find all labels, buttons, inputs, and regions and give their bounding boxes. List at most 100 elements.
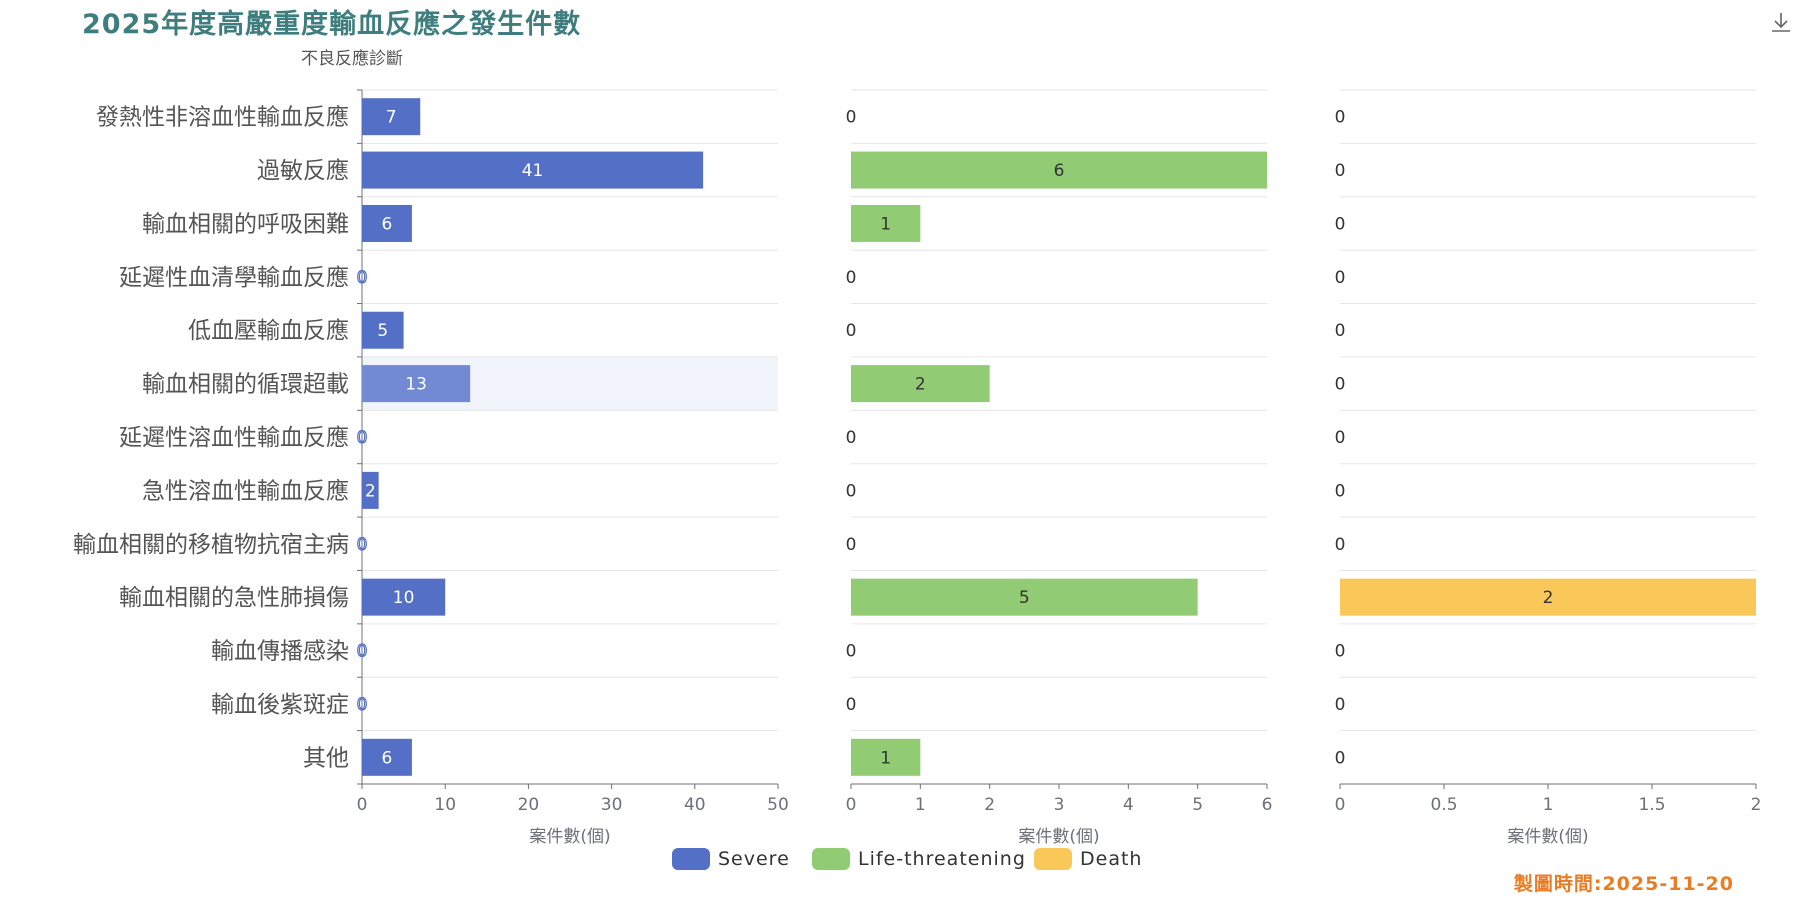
bar-value-label-severe: 10 (393, 588, 415, 608)
bar-value-label-severe: 0 (357, 642, 368, 662)
bar-value-label-life-threatening: 0 (846, 642, 857, 662)
bar-value-label-life-threatening: 2 (915, 375, 926, 395)
bar-value-label-death: 0 (1335, 268, 1346, 288)
category-label: 急性溶血性輸血反應 (142, 478, 349, 504)
bar-value-label-severe: 7 (386, 108, 397, 128)
x-tick-label-death: 2 (1751, 795, 1762, 815)
bar-severe (362, 204, 412, 242)
bar-value-label-life-threatening: 5 (1019, 588, 1030, 608)
bar-value-label-severe: 0 (357, 535, 368, 555)
bar-severe (362, 98, 421, 136)
bar-value-label-severe: 6 (382, 748, 393, 768)
x-tick-label-life-threatening: 3 (1054, 795, 1065, 815)
bar-value-label-severe: 0 (357, 268, 368, 288)
bar-value-label-life-threatening: 0 (846, 481, 857, 501)
bar-value-label-death: 0 (1335, 214, 1346, 234)
x-tick-label-severe: 40 (684, 795, 706, 815)
category-label: 延遲性溶血性輸血反應 (119, 425, 349, 451)
bar-severe (362, 471, 379, 509)
x-axis-title-death: 案件數(個) (1507, 827, 1588, 847)
category-label: 其他 (303, 745, 349, 771)
bar-value-label-death: 0 (1335, 695, 1346, 715)
download-button[interactable] (1768, 10, 1794, 36)
bar-value-label-death: 0 (1335, 535, 1346, 555)
x-tick-label-life-threatening: 4 (1123, 795, 1134, 815)
x-tick-label-severe: 50 (767, 795, 789, 815)
bar-value-label-death: 2 (1543, 588, 1554, 608)
chart-title: 2025年度高嚴重度輸血反應之發生件數 (82, 9, 582, 40)
category-label: 過敏反應 (257, 158, 349, 184)
legend-item-life-threatening[interactable]: Life-threatening (812, 848, 1026, 870)
bar-value-label-severe: 41 (522, 161, 544, 181)
legend-label-death: Death (1080, 848, 1143, 870)
legend-item-death[interactable]: Death (1034, 848, 1142, 870)
legend: Severe Life-threatening Death (0, 848, 1800, 874)
bar-value-label-life-threatening: 0 (846, 695, 857, 715)
bar-value-label-life-threatening: 0 (846, 321, 857, 341)
bar-value-label-death: 0 (1335, 748, 1346, 768)
bar-value-label-life-threatening: 6 (1054, 161, 1065, 181)
x-tick-label-severe: 30 (601, 795, 623, 815)
bar-life-threatening (851, 365, 990, 403)
bar-value-label-death: 0 (1335, 321, 1346, 341)
bar-severe (362, 365, 471, 403)
x-tick-label-severe: 20 (518, 795, 540, 815)
bar-severe (362, 311, 404, 349)
x-axis-title-severe: 案件數(個) (529, 827, 610, 847)
bar-value-label-life-threatening: 0 (846, 268, 857, 288)
bar-life-threatening (851, 738, 921, 776)
download-icon (1772, 13, 1790, 32)
x-tick-label-death: 0.5 (1430, 795, 1457, 815)
x-tick-label-severe: 10 (434, 795, 456, 815)
category-label: 輸血相關的移植物抗宿主病 (73, 532, 349, 558)
bar-life-threatening (851, 204, 921, 242)
category-label: 輸血相關的急性肺損傷 (119, 585, 349, 611)
x-tick-label-life-threatening: 1 (915, 795, 926, 815)
legend-swatch-death (1034, 848, 1072, 870)
category-label: 輸血相關的呼吸困難 (142, 211, 349, 237)
bar-value-label-death: 0 (1335, 642, 1346, 662)
x-tick-label-death: 1.5 (1638, 795, 1665, 815)
bar-life-threatening (851, 578, 1198, 616)
legend-swatch-life-threatening (812, 848, 850, 870)
bar-value-label-severe: 6 (382, 214, 393, 234)
x-axis-title-life-threatening: 案件數(個) (1018, 827, 1099, 847)
category-label: 發熱性非溶血性輸血反應 (96, 105, 349, 131)
bar-value-label-death: 0 (1335, 161, 1346, 181)
bar-value-label-death: 0 (1335, 428, 1346, 448)
bar-value-label-life-threatening: 0 (846, 108, 857, 128)
bar-value-label-severe: 13 (405, 375, 427, 395)
bar-value-label-life-threatening: 1 (880, 214, 891, 234)
chart-date-footer: 製圖時間:2025-11-20 (1513, 873, 1734, 895)
bar-death (1340, 578, 1756, 616)
bar-value-label-severe: 2 (365, 481, 376, 501)
category-label: 輸血傳播感染 (211, 639, 349, 665)
x-tick-label-severe: 0 (357, 795, 368, 815)
bar-severe (362, 578, 446, 616)
bar-value-label-death: 0 (1335, 108, 1346, 128)
bar-value-label-severe: 5 (377, 321, 388, 341)
bar-severe (362, 738, 412, 776)
bar-value-label-life-threatening: 0 (846, 535, 857, 555)
x-tick-label-death: 0 (1335, 795, 1346, 815)
legend-label-severe: Severe (718, 848, 790, 870)
legend-label-life-threatening: Life-threatening (858, 848, 1026, 870)
bar-life-threatening (851, 151, 1267, 189)
bar-value-label-severe: 0 (357, 695, 368, 715)
bar-value-label-life-threatening: 0 (846, 428, 857, 448)
bar-value-label-life-threatening: 1 (880, 748, 891, 768)
x-tick-label-life-threatening: 2 (984, 795, 995, 815)
bar-value-label-death: 0 (1335, 375, 1346, 395)
bar-value-label-severe: 0 (357, 428, 368, 448)
x-tick-label-life-threatening: 0 (846, 795, 857, 815)
category-label: 輸血相關的循環超載 (142, 372, 349, 398)
bar-severe (362, 151, 704, 189)
category-label: 低血壓輸血反應 (188, 318, 349, 344)
x-tick-label-life-threatening: 6 (1262, 795, 1273, 815)
legend-swatch-severe (672, 848, 710, 870)
x-tick-label-death: 1 (1543, 795, 1554, 815)
legend-item-severe[interactable]: Severe (672, 848, 790, 870)
category-label: 輸血後紫斑症 (211, 692, 349, 718)
y-axis-title: 不良反應診斷 (301, 49, 403, 69)
